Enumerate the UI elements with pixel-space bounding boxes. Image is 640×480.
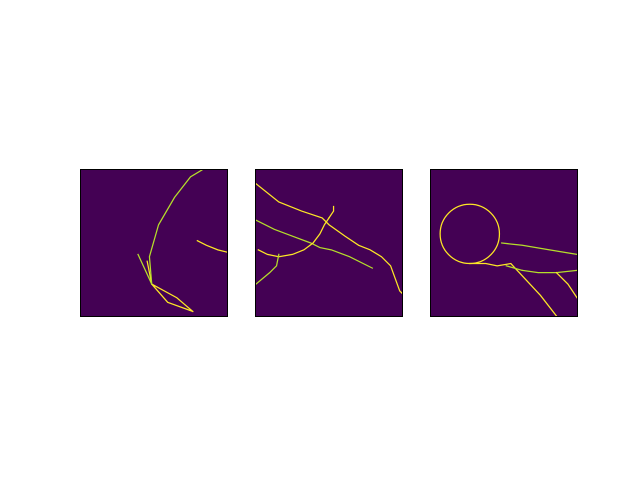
stroke-line — [521, 269, 577, 274]
stroke-line — [257, 217, 330, 258]
stroke-line — [328, 205, 335, 219]
stroke-line — [256, 182, 402, 295]
image-panel-3 — [430, 169, 578, 317]
image-panel-2 — [255, 169, 403, 317]
stroke-line — [137, 253, 153, 285]
image-background — [256, 170, 402, 316]
image-panel-3-canvas — [431, 170, 577, 316]
stroke-line — [501, 242, 577, 256]
image-panel-2-canvas — [256, 170, 402, 316]
image-panel-1 — [80, 169, 228, 317]
stroke-line — [505, 265, 524, 272]
stroke-line — [555, 271, 577, 299]
stroke-line — [148, 170, 203, 285]
stroke-line — [196, 239, 227, 253]
image-panel-1-canvas — [81, 170, 227, 316]
stroke-line — [256, 219, 374, 269]
stroke-line — [256, 253, 280, 285]
stroke-line — [469, 262, 558, 316]
